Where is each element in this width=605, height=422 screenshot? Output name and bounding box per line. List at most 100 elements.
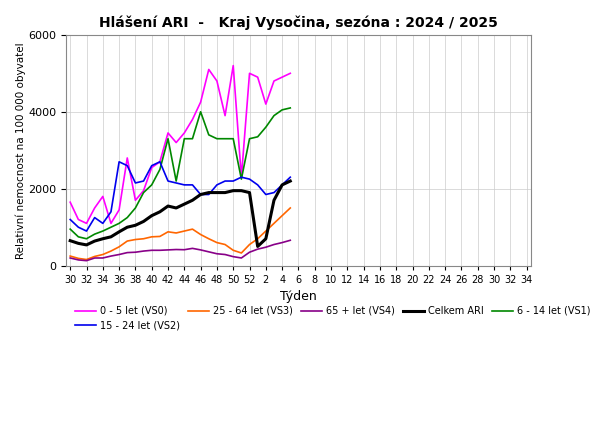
0 - 5 let (VS0)	[270, 78, 278, 84]
0 - 5 let (VS0)	[172, 140, 180, 145]
15 - 24 let (VS2)	[189, 182, 196, 187]
15 - 24 let (VS2)	[107, 209, 114, 214]
0 - 5 let (VS0)	[140, 188, 147, 193]
15 - 24 let (VS2)	[262, 192, 269, 197]
25 - 64 let (VS3)	[99, 252, 106, 257]
Celkem ARI	[99, 236, 106, 241]
0 - 5 let (VS0)	[278, 75, 286, 80]
0 - 5 let (VS0)	[221, 113, 229, 118]
25 - 64 let (VS3)	[91, 254, 98, 259]
6 - 14 let (VS1)	[270, 113, 278, 118]
Line: 6 - 14 let (VS1): 6 - 14 let (VS1)	[70, 108, 290, 239]
15 - 24 let (VS2)	[75, 225, 82, 230]
65 + let (VS4)	[75, 257, 82, 262]
25 - 64 let (VS3)	[148, 234, 155, 239]
0 - 5 let (VS0)	[99, 194, 106, 199]
Celkem ARI	[140, 219, 147, 224]
65 + let (VS4)	[91, 255, 98, 260]
0 - 5 let (VS0)	[287, 71, 294, 76]
15 - 24 let (VS2)	[83, 229, 90, 234]
6 - 14 let (VS1)	[99, 229, 106, 234]
25 - 64 let (VS3)	[262, 229, 269, 234]
25 - 64 let (VS3)	[75, 256, 82, 261]
25 - 64 let (VS3)	[246, 242, 253, 247]
Celkem ARI	[165, 203, 172, 208]
Title: Hlášení ARI  -   Kraj Vysočina, sezóna : 2024 / 2025: Hlášení ARI - Kraj Vysočina, sezóna : 20…	[99, 15, 498, 30]
15 - 24 let (VS2)	[270, 190, 278, 195]
6 - 14 let (VS1)	[156, 167, 163, 172]
65 + let (VS4)	[287, 238, 294, 243]
0 - 5 let (VS0)	[132, 198, 139, 203]
0 - 5 let (VS0)	[91, 206, 98, 211]
15 - 24 let (VS2)	[221, 179, 229, 184]
0 - 5 let (VS0)	[165, 130, 172, 135]
Celkem ARI	[148, 213, 155, 218]
25 - 64 let (VS3)	[278, 213, 286, 218]
Y-axis label: Relativní nemocnost na 100 000 obyvatel: Relativní nemocnost na 100 000 obyvatel	[15, 42, 25, 259]
65 + let (VS4)	[99, 255, 106, 260]
15 - 24 let (VS2)	[238, 175, 245, 180]
25 - 64 let (VS3)	[67, 254, 74, 259]
65 + let (VS4)	[270, 242, 278, 247]
65 + let (VS4)	[132, 250, 139, 255]
Line: 0 - 5 let (VS0): 0 - 5 let (VS0)	[70, 65, 290, 223]
Line: Celkem ARI: Celkem ARI	[70, 181, 290, 246]
65 + let (VS4)	[197, 247, 204, 252]
Celkem ARI	[197, 192, 204, 197]
15 - 24 let (VS2)	[214, 182, 221, 187]
15 - 24 let (VS2)	[91, 215, 98, 220]
15 - 24 let (VS2)	[123, 163, 131, 168]
25 - 64 let (VS3)	[205, 236, 212, 241]
25 - 64 let (VS3)	[189, 227, 196, 232]
0 - 5 let (VS0)	[262, 102, 269, 107]
65 + let (VS4)	[214, 251, 221, 256]
25 - 64 let (VS3)	[181, 229, 188, 234]
0 - 5 let (VS0)	[197, 100, 204, 105]
6 - 14 let (VS1)	[278, 107, 286, 112]
25 - 64 let (VS3)	[107, 249, 114, 254]
15 - 24 let (VS2)	[165, 179, 172, 184]
6 - 14 let (VS1)	[83, 236, 90, 241]
6 - 14 let (VS1)	[229, 136, 237, 141]
65 + let (VS4)	[238, 255, 245, 260]
0 - 5 let (VS0)	[156, 159, 163, 164]
6 - 14 let (VS1)	[116, 221, 123, 226]
6 - 14 let (VS1)	[181, 136, 188, 141]
15 - 24 let (VS2)	[287, 175, 294, 180]
25 - 64 let (VS3)	[116, 244, 123, 249]
0 - 5 let (VS0)	[75, 217, 82, 222]
65 + let (VS4)	[205, 249, 212, 254]
25 - 64 let (VS3)	[83, 257, 90, 262]
Celkem ARI	[107, 234, 114, 239]
65 + let (VS4)	[156, 248, 163, 253]
25 - 64 let (VS3)	[156, 234, 163, 239]
0 - 5 let (VS0)	[238, 175, 245, 180]
15 - 24 let (VS2)	[278, 182, 286, 187]
15 - 24 let (VS2)	[254, 182, 261, 187]
Celkem ARI	[246, 190, 253, 195]
Celkem ARI	[287, 179, 294, 184]
0 - 5 let (VS0)	[148, 165, 155, 170]
Celkem ARI	[205, 190, 212, 195]
25 - 64 let (VS3)	[221, 242, 229, 247]
6 - 14 let (VS1)	[140, 190, 147, 195]
15 - 24 let (VS2)	[172, 181, 180, 186]
65 + let (VS4)	[246, 250, 253, 255]
25 - 64 let (VS3)	[197, 232, 204, 237]
0 - 5 let (VS0)	[229, 63, 237, 68]
6 - 14 let (VS1)	[238, 176, 245, 181]
Celkem ARI	[214, 190, 221, 195]
6 - 14 let (VS1)	[254, 134, 261, 139]
25 - 64 let (VS3)	[132, 237, 139, 242]
65 + let (VS4)	[262, 245, 269, 250]
Line: 15 - 24 let (VS2): 15 - 24 let (VS2)	[70, 162, 290, 231]
0 - 5 let (VS0)	[214, 78, 221, 84]
Legend: 0 - 5 let (VS0), 15 - 24 let (VS2), 25 - 64 let (VS3), 65 + let (VS4), Celkem AR: 0 - 5 let (VS0), 15 - 24 let (VS2), 25 -…	[71, 302, 594, 335]
6 - 14 let (VS1)	[148, 182, 155, 187]
0 - 5 let (VS0)	[123, 155, 131, 160]
25 - 64 let (VS3)	[214, 240, 221, 245]
6 - 14 let (VS1)	[221, 136, 229, 141]
6 - 14 let (VS1)	[262, 124, 269, 130]
Celkem ARI	[278, 182, 286, 187]
25 - 64 let (VS3)	[238, 250, 245, 255]
